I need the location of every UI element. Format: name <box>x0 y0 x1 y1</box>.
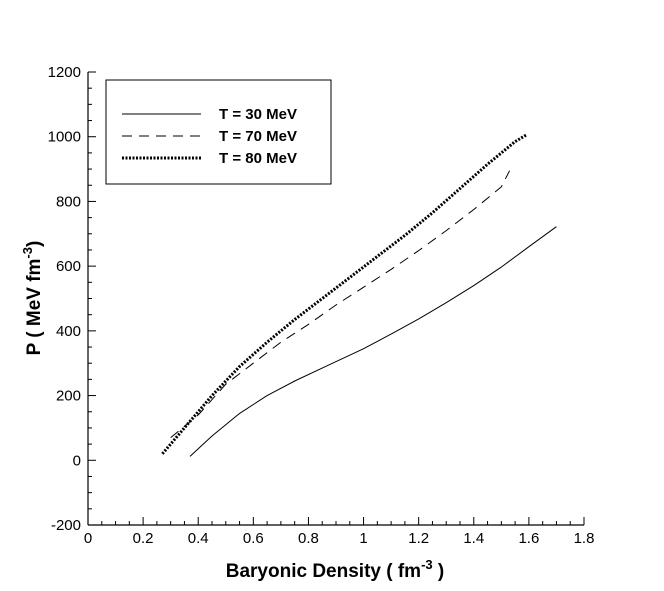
x-tick-label: 0.2 <box>133 530 154 547</box>
y-tick-label: 1000 <box>48 129 81 146</box>
y-tick-label: 0 <box>73 452 81 469</box>
x-tick-label: 1 <box>359 530 367 547</box>
y-axis-title-sup: -3 <box>20 247 35 259</box>
y-axis-title: P ( MeV fm-3) <box>20 241 45 356</box>
x-tick-label: 1.8 <box>574 530 595 547</box>
x-axis-title: Baryonic Density ( fm-3 ) <box>226 557 445 582</box>
series-line-t70 <box>170 170 511 438</box>
x-axis-title-sup: -3 <box>421 557 433 572</box>
x-tick-label: 1.4 <box>463 530 484 547</box>
y-axis-title-tail: ) <box>24 241 45 247</box>
x-tick-label: 0 <box>84 530 92 547</box>
y-tick-label: 1200 <box>48 64 81 81</box>
x-tick-label: 1.6 <box>518 530 539 547</box>
x-tick-label: 0.4 <box>188 530 209 547</box>
legend-box <box>105 79 332 185</box>
x-axis-title-tail: ) <box>433 561 445 582</box>
legend-label: T = 30 MeV <box>219 106 297 123</box>
series-line-t80 <box>161 133 527 455</box>
y-tick-label: -200 <box>51 517 81 534</box>
y-tick-label: 600 <box>56 258 81 275</box>
legend-label: T = 70 MeV <box>219 128 297 145</box>
y-tick-label: 200 <box>56 388 81 405</box>
y-tick-label: 800 <box>56 193 81 210</box>
legend: T = 30 MeV T = 70 MeV T = 80 MeV <box>105 79 332 185</box>
series-line-t30 <box>189 226 557 457</box>
x-tick-label: 0.8 <box>298 530 319 547</box>
x-tick-label: 0.6 <box>243 530 264 547</box>
legend-label: T = 80 MeV <box>219 150 297 167</box>
x-tick-label: 1.2 <box>408 530 429 547</box>
y-tick-label: 400 <box>56 323 81 340</box>
axes: 0 0.2 0.4 0.6 0.8 1 1.2 1.4 1.6 1.8-2000200400600… <box>48 64 595 547</box>
plot-area <box>161 133 557 457</box>
